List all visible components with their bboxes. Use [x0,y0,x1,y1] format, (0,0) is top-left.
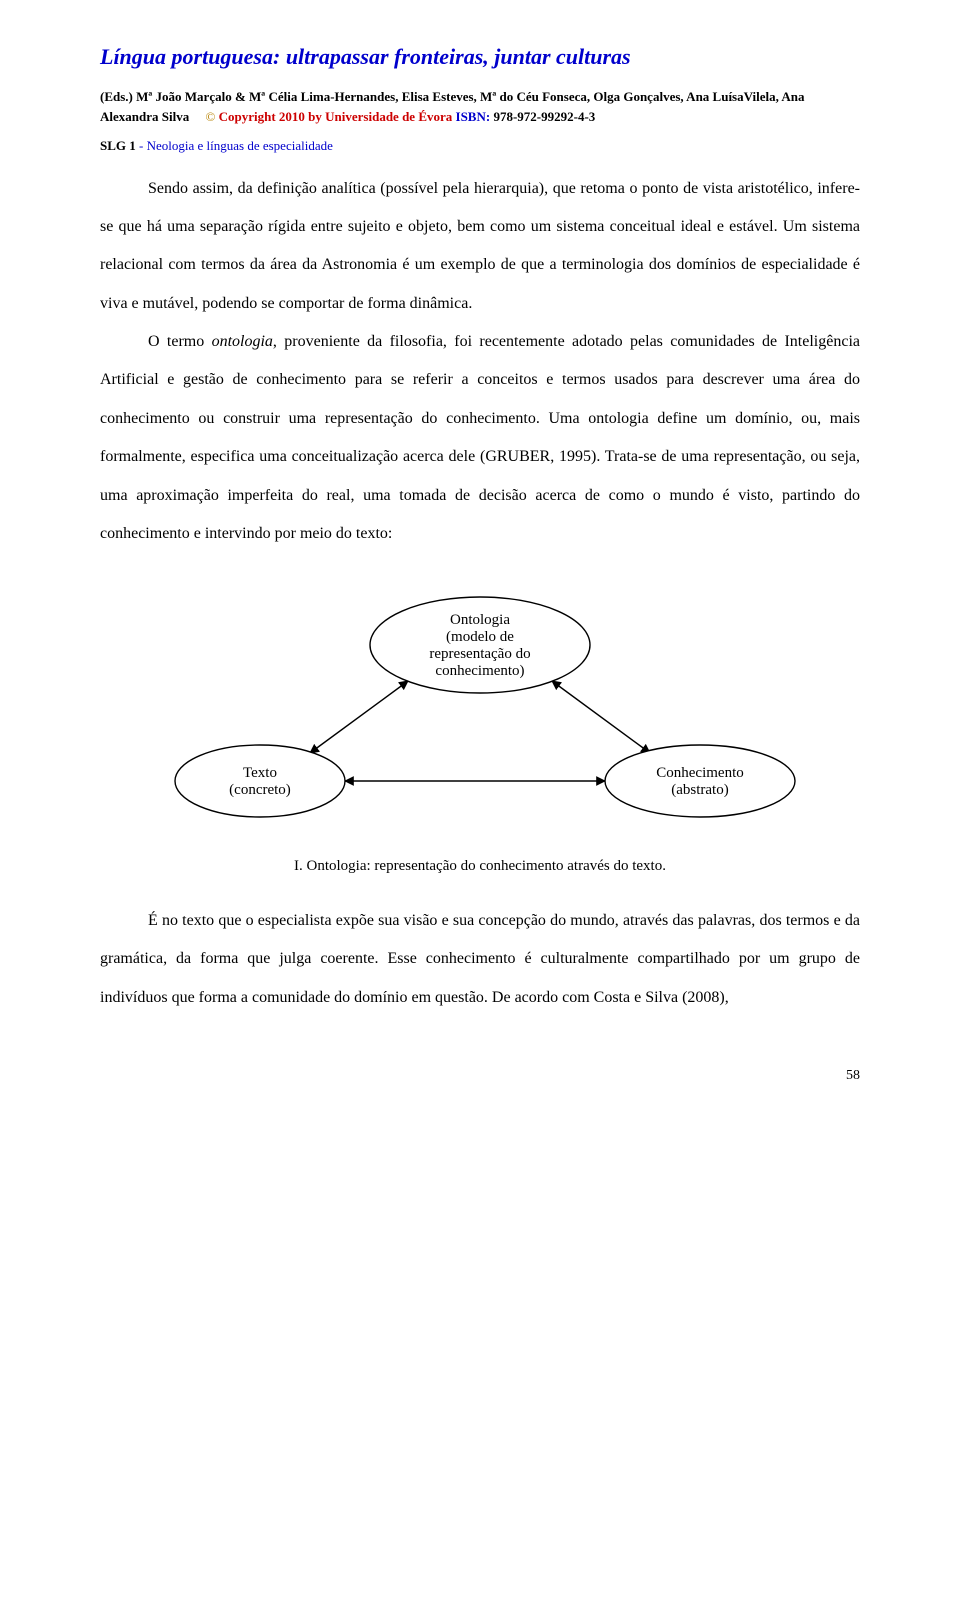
diagram-node-label: conhecimento) [435,663,524,679]
editors-line: (Eds.) Mª João Marçalo & Mª Célia Lima-H… [100,87,860,126]
copyright-symbol: © [205,109,215,124]
paragraph-3: É no texto que o especialista expõe sua … [100,902,860,1017]
isbn-label: ISBN: [456,109,491,124]
slg-text: Neologia e línguas de especialidade [147,138,333,153]
diagram-caption: I. Ontologia: representação do conhecime… [100,855,860,878]
diagram-node-label: Texto [243,765,277,781]
body-text-2: É no texto que o especialista expõe sua … [100,902,860,1017]
isbn-value: 978-972-99292-4-3 [493,109,595,124]
page-number: 58 [100,1065,860,1086]
body-text: Sendo assim, da definição analítica (pos… [100,170,860,554]
p2-part-a: O termo [148,333,212,350]
copyright-text: Copyright 2010 by Universidade de Évora [219,109,453,124]
diagram-edge [310,681,408,753]
paragraph-2: O termo ontologia, proveniente da filoso… [100,323,860,553]
diagram-node-label: Conhecimento [656,765,743,781]
page-title: Língua portuguesa: ultrapassar fronteira… [100,40,860,73]
p2-part-b: , proveniente da filosofia, foi recentem… [100,333,860,542]
paragraph-1: Sendo assim, da definição analítica (pos… [100,170,860,324]
slg-label: SLG 1 [100,138,136,153]
diagram-edge [552,681,650,753]
slg-dash: - [136,138,147,153]
diagram-node-label: (concreto) [229,782,291,798]
p2-italic-term: ontologia [212,333,273,350]
diagram-node-label: representação do [429,646,530,662]
diagram-svg: Ontologia(modelo derepresentação doconhe… [160,581,800,841]
ontology-diagram: Ontologia(modelo derepresentação doconhe… [100,581,860,841]
diagram-node-label: (abstrato) [671,782,728,798]
diagram-node-label: Ontologia [450,612,510,628]
slg-line: SLG 1 - Neologia e línguas de especialid… [100,136,860,156]
diagram-node-label: (modelo de [446,629,514,645]
